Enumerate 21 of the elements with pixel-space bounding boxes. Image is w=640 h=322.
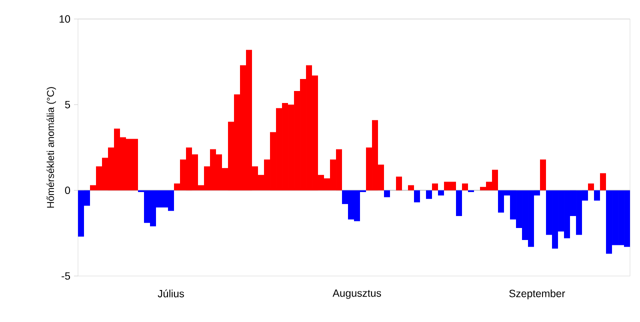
y-tick-label: 5	[65, 101, 70, 108]
bar	[396, 176, 402, 190]
bar	[462, 183, 468, 190]
bar	[588, 183, 594, 190]
bar	[414, 190, 420, 202]
bar	[438, 190, 444, 196]
x-tick-label: Szeptember	[509, 290, 566, 300]
bar	[384, 190, 390, 198]
bar	[540, 159, 546, 190]
bar	[456, 190, 462, 216]
x-tick-label: Július	[158, 290, 184, 298]
x-tick-label: Augusztus	[332, 290, 382, 299]
y-tick-label: -5	[62, 272, 70, 280]
y-tick-label: 10	[60, 15, 70, 23]
bar	[432, 183, 438, 190]
bar	[426, 190, 432, 199]
bar	[594, 190, 600, 201]
y-tick-label: 0	[65, 186, 70, 194]
y-axis-title: Hőmérsékleti anomália (°C)	[46, 87, 56, 208]
bar	[408, 185, 414, 190]
bar	[600, 173, 606, 190]
